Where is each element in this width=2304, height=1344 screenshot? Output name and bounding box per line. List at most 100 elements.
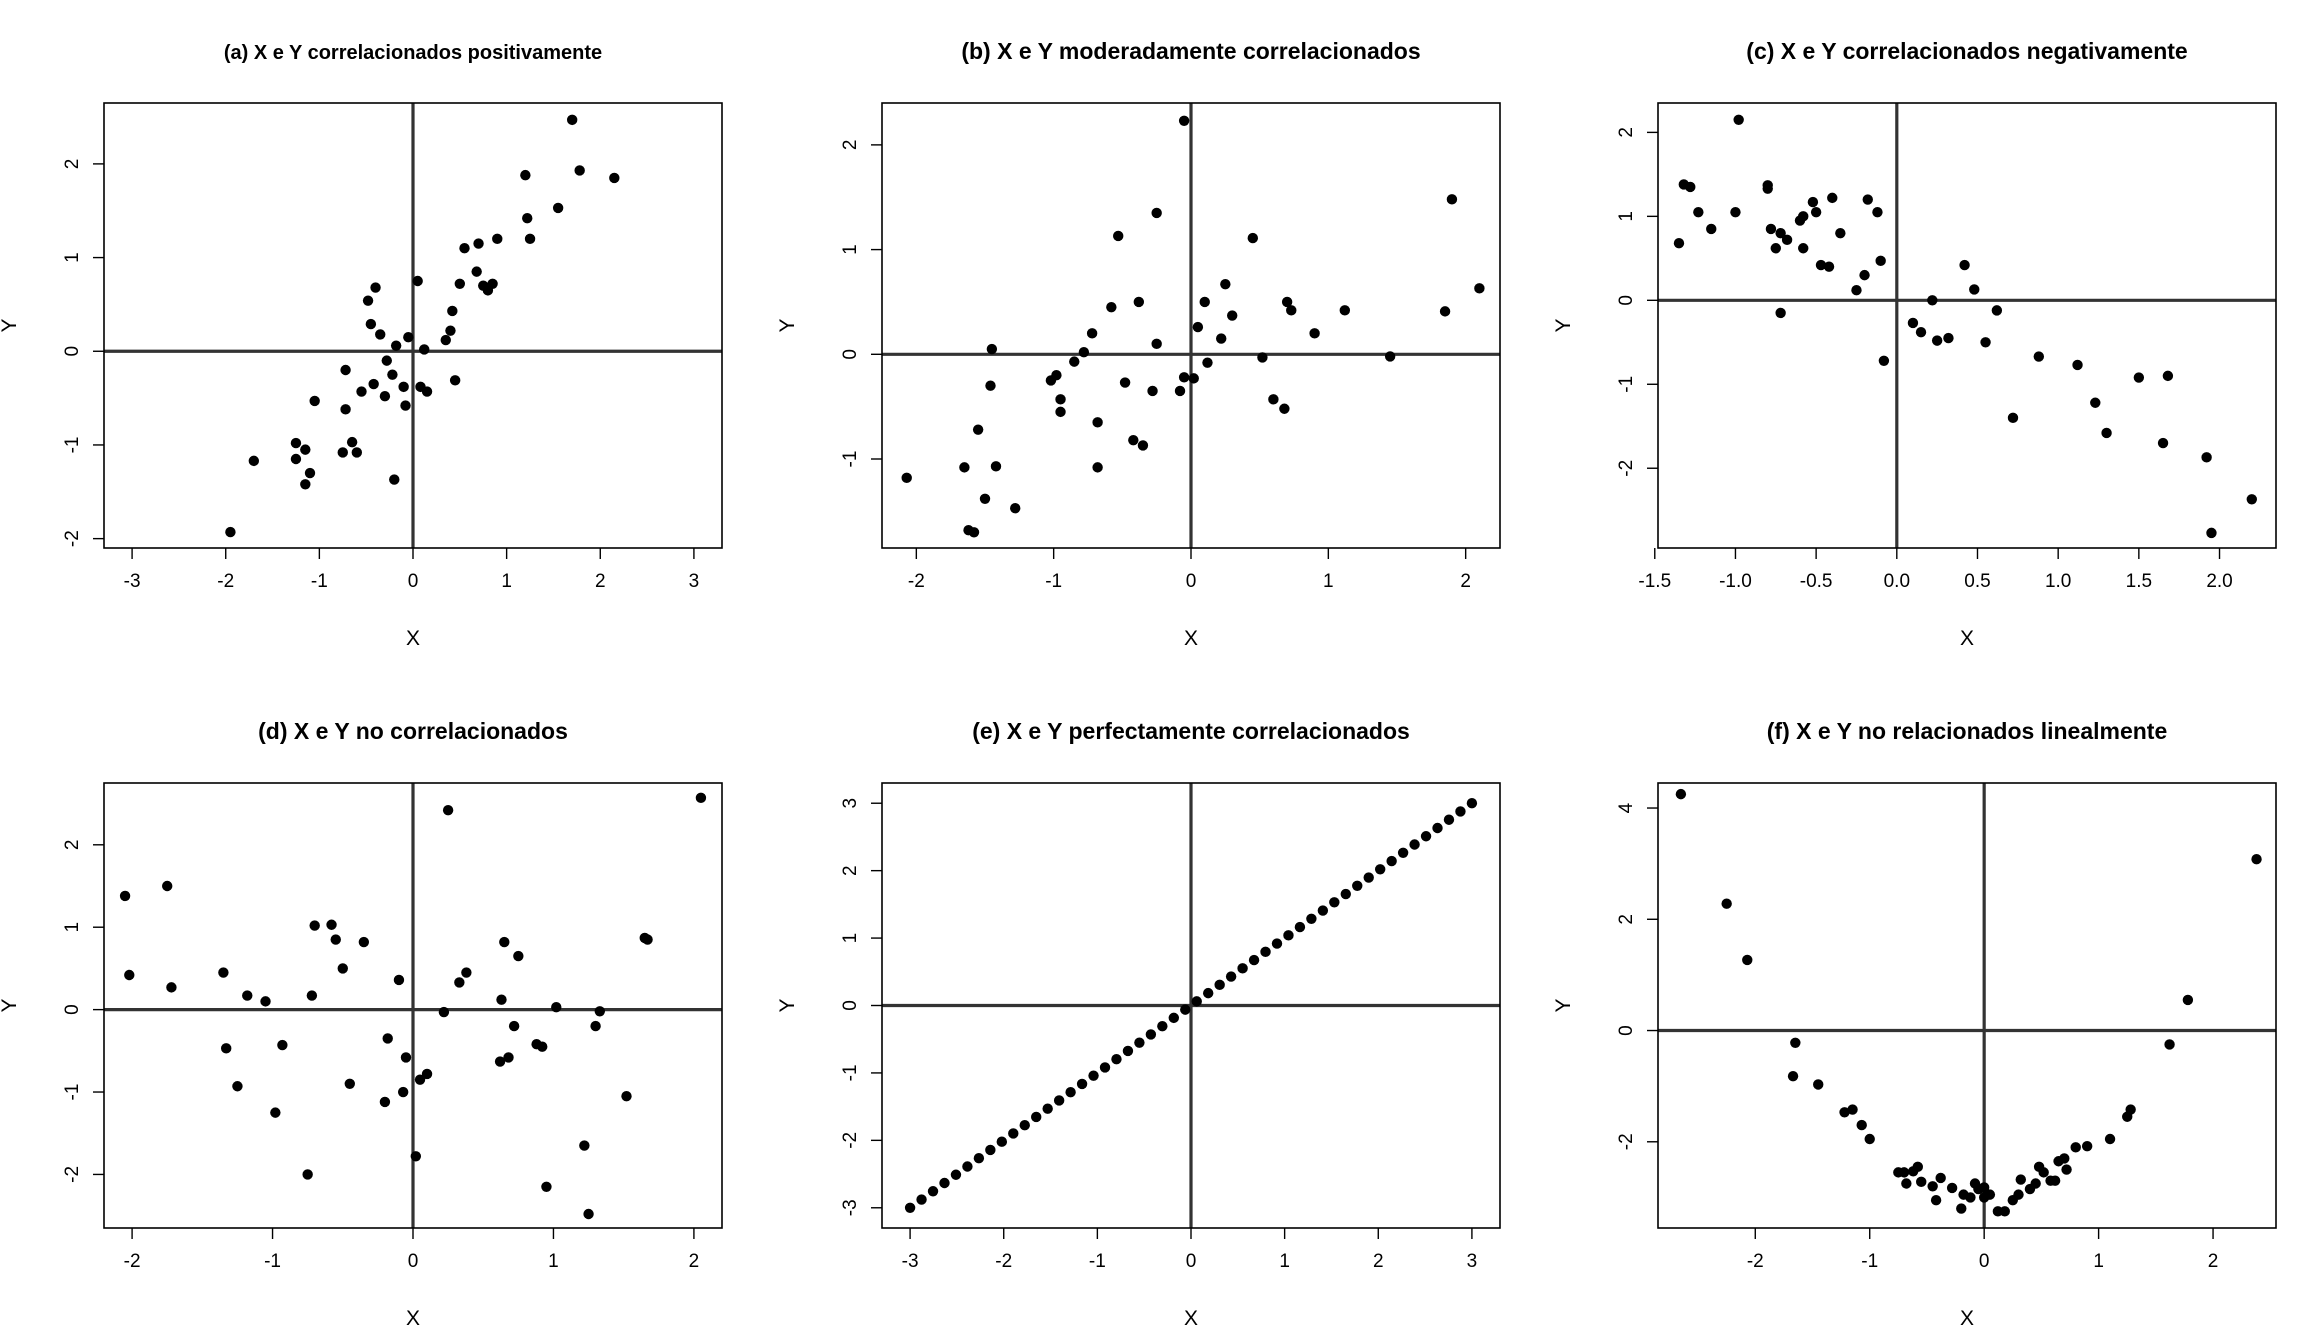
data-point [1286,305,1297,316]
data-point [1770,243,1781,254]
data-point [1474,283,1485,294]
data-point [2030,1178,2041,1189]
data-point [300,444,311,455]
data-point [461,967,472,978]
data-point [524,233,536,245]
data-point [939,1177,950,1189]
y-axis-label: Y [0,998,21,1012]
y-tick-label: -2 [1616,1133,1637,1150]
data-point [1916,1176,1927,1188]
data-point [537,1041,548,1052]
data-point [370,282,381,293]
data-point [389,474,400,485]
data-point [1706,223,1717,235]
data-point [390,340,402,351]
data-point [1281,296,1293,308]
data-point [1446,194,1458,205]
data-point [1216,333,1227,344]
data-point [1432,822,1443,834]
data-point [1864,1133,1875,1145]
data-point [594,1006,606,1017]
data-point [2251,854,2262,865]
x-tick-label: 2 [689,1251,700,1272]
panel-title: (f) X e Y no relacionados linealmente [1767,718,2168,744]
data-point [1673,238,1685,249]
data-point [1912,1161,1923,1173]
data-point [1329,897,1340,908]
data-point [397,1086,409,1098]
data-point [1851,285,1862,296]
data-point [1106,301,1117,313]
x-tick-label: -2 [217,571,234,592]
data-point [499,936,510,948]
x-tick-label: 1 [548,1251,559,1272]
data-point [1901,1178,1912,1189]
data-point [124,969,135,981]
x-tick-label: 0.5 [1964,571,1990,592]
x-tick-label: -3 [902,1251,919,1272]
data-point [1807,196,1819,208]
data-point [1076,1078,1088,1090]
data-point [1257,352,1268,363]
data-point [330,934,341,945]
data-point [412,275,423,287]
data-point [220,1043,232,1054]
data-point [950,1169,962,1180]
y-tick-label: 0 [1616,295,1637,306]
data-point [337,447,348,458]
data-point [2072,359,2083,371]
data-point [1010,503,1021,514]
x-tick-label: -1.0 [1719,571,1752,592]
data-point [290,437,302,449]
data-point [162,880,173,892]
data-point [962,1161,973,1172]
data-point [400,1052,412,1063]
x-tick-label: 1 [2093,1251,2104,1272]
y-tick-label: -1 [62,1084,83,1101]
data-point [447,305,458,317]
data-point [1810,206,1822,218]
data-point [381,355,392,366]
x-tick-label: -3 [124,571,141,592]
data-point [365,318,377,330]
data-point [2201,452,2212,463]
data-point [2013,1189,2024,1200]
data-point [2033,351,2045,362]
data-point [1317,905,1329,916]
data-point [421,1068,433,1080]
data-point [985,380,996,391]
data-point [1765,223,1777,235]
data-point [1675,788,1687,800]
y-tick-label: 1 [1616,211,1637,222]
x-tick-label: -2 [1747,1251,1764,1272]
data-point [1991,305,2003,316]
x-tick-label: 1 [1323,571,1334,592]
data-point [1999,1206,2010,1217]
panel-b: (b) X e Y moderadamente correlacionados -… [776,38,1501,650]
data-point [304,467,316,479]
data-point [1092,417,1103,428]
data-point [1088,1070,1099,1081]
data-point [421,386,433,397]
data-point [419,344,430,355]
x-tick-label: 0 [1186,1251,1197,1272]
data-point [473,238,484,249]
x-tick-label: 2 [1460,571,1471,592]
data-point [1927,1181,1938,1192]
data-point [1099,1062,1111,1073]
panel-title: (d) X e Y no correlacionados [258,718,568,744]
data-point [1685,181,1696,193]
data-point [1907,317,1919,329]
data-point [1862,194,1873,205]
data-point [520,169,531,181]
data-point [1306,913,1317,925]
data-point [1055,406,1066,418]
panel-title: (a) X e Y correlacionados positivamente [224,42,602,64]
data-point [1225,971,1237,982]
data-point [242,990,253,1001]
data-point [566,114,578,126]
data-point [302,1169,313,1180]
data-point [1775,307,1786,319]
data-point [438,1006,450,1018]
